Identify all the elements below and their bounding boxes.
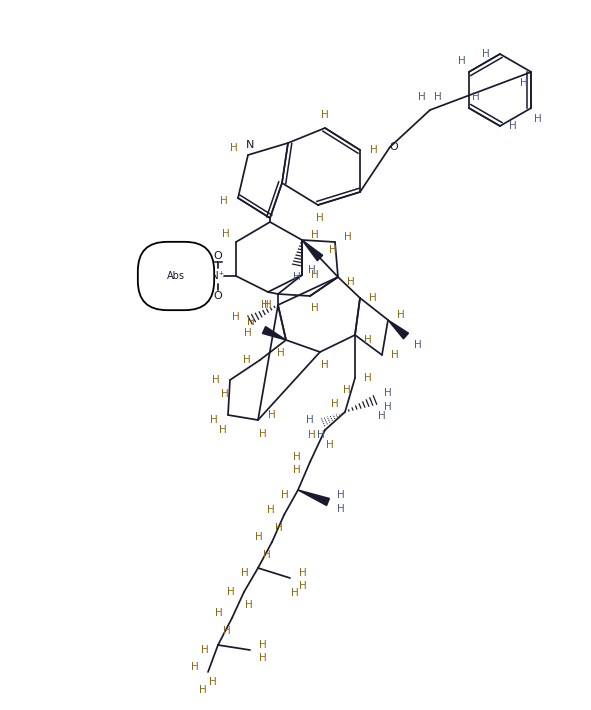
Text: H: H	[221, 389, 229, 399]
Text: H: H	[378, 411, 386, 421]
Text: H: H	[329, 245, 337, 255]
Text: H: H	[418, 92, 426, 102]
Text: H: H	[291, 588, 299, 598]
Text: H: H	[232, 312, 240, 322]
Text: H: H	[344, 232, 352, 242]
Text: H: H	[397, 310, 405, 320]
Text: H: H	[227, 587, 235, 597]
Text: H: H	[311, 230, 319, 240]
Text: H: H	[191, 662, 199, 672]
Text: H: H	[391, 350, 399, 360]
Text: H: H	[245, 600, 253, 610]
Text: H: H	[326, 440, 334, 450]
Text: O: O	[213, 291, 222, 301]
Text: H: H	[268, 410, 276, 420]
Text: H: H	[210, 415, 218, 425]
Text: H: H	[364, 373, 372, 383]
Text: H: H	[337, 504, 345, 514]
Text: H: H	[293, 465, 301, 475]
Text: H: H	[293, 272, 301, 282]
Text: H: H	[209, 677, 217, 687]
Text: H: H	[215, 608, 223, 618]
Text: H: H	[534, 114, 542, 124]
Text: H: H	[299, 581, 307, 591]
Text: H: H	[230, 143, 238, 153]
Text: H: H	[247, 317, 255, 327]
Polygon shape	[262, 327, 286, 340]
Text: H: H	[311, 270, 319, 280]
Text: H: H	[308, 430, 316, 440]
Text: H: H	[243, 355, 251, 365]
Text: H: H	[259, 640, 267, 650]
Text: H: H	[509, 121, 517, 131]
Text: H: H	[241, 568, 249, 578]
Text: H: H	[219, 425, 227, 435]
Text: H: H	[264, 300, 272, 310]
Text: H: H	[384, 402, 392, 412]
Text: H: H	[520, 78, 528, 88]
Text: H: H	[244, 328, 252, 338]
Text: H: H	[259, 429, 267, 439]
Text: H: H	[343, 385, 351, 395]
Text: H: H	[347, 277, 355, 287]
Text: H: H	[275, 523, 283, 533]
Polygon shape	[388, 320, 408, 339]
Text: H: H	[306, 415, 314, 425]
Text: H: H	[458, 56, 466, 66]
Text: H: H	[337, 490, 345, 500]
Text: N: N	[246, 140, 254, 150]
Text: H: H	[316, 213, 324, 223]
Text: O: O	[389, 142, 398, 152]
Text: H: H	[321, 110, 329, 120]
Text: H: H	[472, 92, 480, 102]
Text: H: H	[384, 388, 392, 398]
Text: H: H	[299, 568, 307, 578]
Text: H: H	[434, 92, 442, 102]
Text: H: H	[259, 653, 267, 663]
Text: H: H	[364, 335, 372, 345]
Text: H: H	[222, 229, 230, 239]
Text: H: H	[370, 145, 378, 155]
Text: H: H	[212, 375, 220, 385]
Text: H: H	[255, 532, 263, 542]
Polygon shape	[302, 240, 323, 261]
Text: N⁺: N⁺	[212, 271, 225, 281]
Text: H: H	[317, 430, 325, 440]
Polygon shape	[298, 490, 329, 506]
Text: H: H	[308, 265, 316, 275]
Text: H: H	[281, 490, 289, 500]
Text: Abs: Abs	[167, 271, 185, 281]
Text: H: H	[261, 300, 269, 310]
Text: H: H	[482, 49, 490, 59]
Text: H: H	[201, 645, 209, 655]
Text: H: H	[220, 196, 228, 206]
Text: H: H	[277, 348, 285, 358]
Text: H: H	[223, 626, 231, 636]
Text: H: H	[369, 293, 377, 303]
Text: H: H	[199, 685, 207, 695]
Text: H: H	[267, 505, 275, 515]
Text: H: H	[331, 399, 339, 409]
Text: H: H	[263, 550, 271, 560]
Text: H: H	[414, 340, 422, 350]
Text: H: H	[321, 360, 329, 370]
Text: H: H	[293, 452, 301, 462]
Text: O: O	[213, 251, 222, 261]
Text: H: H	[311, 303, 319, 313]
